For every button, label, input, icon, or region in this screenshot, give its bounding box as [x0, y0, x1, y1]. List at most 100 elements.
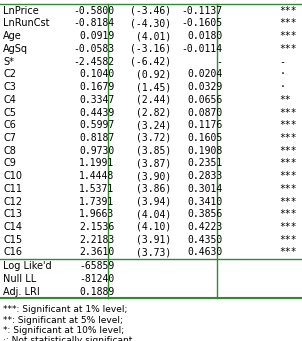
Text: ***: ***	[280, 31, 297, 41]
Text: C2: C2	[3, 69, 16, 79]
Text: 0.3014: 0.3014	[187, 184, 223, 194]
Text: -2.4582: -2.4582	[73, 57, 114, 66]
Text: 0.0204: 0.0204	[187, 69, 223, 79]
Text: C6: C6	[3, 120, 16, 130]
Text: 1.9663: 1.9663	[79, 209, 114, 219]
Text: *: Significant at 10% level;: *: Significant at 10% level;	[3, 326, 124, 335]
Text: 2.1536: 2.1536	[79, 222, 114, 232]
Text: 0.2351: 0.2351	[187, 158, 223, 168]
Text: ***: ***	[280, 120, 297, 130]
Text: (3.72): (3.72)	[136, 133, 172, 143]
Text: C13: C13	[3, 209, 22, 219]
Text: -0.1137: -0.1137	[182, 6, 223, 16]
Text: ***: ***	[280, 44, 297, 54]
Text: C10: C10	[3, 171, 22, 181]
Text: C14: C14	[3, 222, 22, 232]
Text: LnPrice: LnPrice	[3, 6, 39, 16]
Text: S*: S*	[3, 57, 14, 66]
Text: 0.3856: 0.3856	[187, 209, 223, 219]
Text: ***: ***	[280, 158, 297, 168]
Text: Adj. LRI: Adj. LRI	[3, 287, 40, 297]
Text: C4: C4	[3, 95, 16, 105]
Text: 0.0180: 0.0180	[187, 31, 223, 41]
Text: C8: C8	[3, 146, 16, 155]
Text: C11: C11	[3, 184, 22, 194]
Text: 0.4223: 0.4223	[187, 222, 223, 232]
Text: -0.0114: -0.0114	[182, 44, 223, 54]
Text: 0.0870: 0.0870	[187, 107, 223, 118]
Text: 0.1605: 0.1605	[187, 133, 223, 143]
Text: AgSq: AgSq	[3, 44, 28, 54]
Text: -0.5800: -0.5800	[73, 6, 114, 16]
Text: ***: ***	[280, 222, 297, 232]
Text: (-3.46): (-3.46)	[130, 6, 172, 16]
Text: (2.82): (2.82)	[136, 107, 172, 118]
Text: (3.87): (3.87)	[136, 158, 172, 168]
Text: -: -	[217, 57, 223, 66]
Text: ***: ***	[280, 196, 297, 207]
Text: 1.7391: 1.7391	[79, 196, 114, 207]
Text: (1.45): (1.45)	[136, 82, 172, 92]
Text: ***: ***	[280, 133, 297, 143]
Text: (3.90): (3.90)	[136, 171, 172, 181]
Text: 0.1908: 0.1908	[187, 146, 223, 155]
Text: 0.1176: 0.1176	[187, 120, 223, 130]
Text: C3: C3	[3, 82, 16, 92]
Text: Null LL: Null LL	[3, 274, 36, 284]
Text: 0.1040: 0.1040	[79, 69, 114, 79]
Text: -81240: -81240	[79, 274, 114, 284]
Text: (3.85): (3.85)	[136, 146, 172, 155]
Text: C5: C5	[3, 107, 16, 118]
Text: (3.94): (3.94)	[136, 196, 172, 207]
Text: ***: ***	[280, 209, 297, 219]
Text: ***: ***	[280, 18, 297, 28]
Text: (0.92): (0.92)	[136, 69, 172, 79]
Text: C12: C12	[3, 196, 22, 207]
Text: (3.24): (3.24)	[136, 120, 172, 130]
Text: LnRunCst: LnRunCst	[3, 18, 50, 28]
Text: 1.1991: 1.1991	[79, 158, 114, 168]
Text: ·: ·	[280, 82, 286, 92]
Text: **: Significant at 5% level;: **: Significant at 5% level;	[3, 316, 123, 325]
Text: ***: ***	[280, 171, 297, 181]
Text: -0.8184: -0.8184	[73, 18, 114, 28]
Text: C9: C9	[3, 158, 16, 168]
Text: Log Like'd: Log Like'd	[3, 262, 52, 271]
Text: (3.91): (3.91)	[136, 235, 172, 245]
Text: 0.0656: 0.0656	[187, 95, 223, 105]
Text: C16: C16	[3, 248, 22, 257]
Text: 0.1889: 0.1889	[79, 287, 114, 297]
Text: 0.8187: 0.8187	[79, 133, 114, 143]
Text: 0.4350: 0.4350	[187, 235, 223, 245]
Text: 0.3347: 0.3347	[79, 95, 114, 105]
Text: 0.2833: 0.2833	[187, 171, 223, 181]
Text: ***: Significant at 1% level;: ***: Significant at 1% level;	[3, 305, 127, 314]
Text: (4.01): (4.01)	[136, 31, 172, 41]
Text: 0.0919: 0.0919	[79, 31, 114, 41]
Text: Age: Age	[3, 31, 22, 41]
Text: 0.4439: 0.4439	[79, 107, 114, 118]
Text: 0.4630: 0.4630	[187, 248, 223, 257]
Text: ***: ***	[280, 146, 297, 155]
Text: (-6.42): (-6.42)	[130, 57, 172, 66]
Text: 0.0329: 0.0329	[187, 82, 223, 92]
Text: 0.5997: 0.5997	[79, 120, 114, 130]
Text: ***: ***	[280, 107, 297, 118]
Text: 0.3410: 0.3410	[187, 196, 223, 207]
Text: **: **	[280, 95, 291, 105]
Text: ***: ***	[280, 235, 297, 245]
Text: (4.04): (4.04)	[136, 209, 172, 219]
Text: -0.0583: -0.0583	[73, 44, 114, 54]
Text: (4.10): (4.10)	[136, 222, 172, 232]
Text: -0.1605: -0.1605	[182, 18, 223, 28]
Text: (2.44): (2.44)	[136, 95, 172, 105]
Text: 0.9730: 0.9730	[79, 146, 114, 155]
Text: 2.3610: 2.3610	[79, 248, 114, 257]
Text: 1.5371: 1.5371	[79, 184, 114, 194]
Text: (-4.30): (-4.30)	[130, 18, 172, 28]
Text: ·: Not statistically significant: ·: Not statistically significant	[3, 337, 132, 341]
Text: -: -	[280, 57, 286, 66]
Text: 2.2183: 2.2183	[79, 235, 114, 245]
Text: ***: ***	[280, 184, 297, 194]
Text: ***: ***	[280, 248, 297, 257]
